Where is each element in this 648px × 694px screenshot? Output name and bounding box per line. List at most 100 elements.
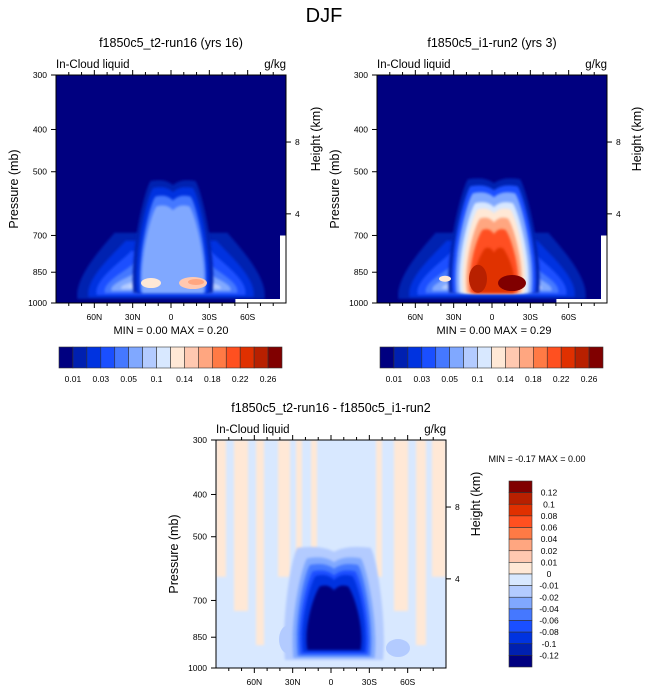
colorbar-label: 0.08 [541,511,558,521]
colorbar-swatch [58,346,74,369]
colorbar-label: -0.06 [539,616,559,626]
colorbar-label: 0.01 [386,374,403,384]
colorbar-swatch [435,346,450,369]
colorbar-swatch [508,608,533,621]
colorbar-label: 0.03 [414,374,431,384]
colorbar-swatch [508,562,533,575]
y-tick-label: 850 [33,267,47,277]
x-tick-label: 0 [169,312,174,322]
colorbar-label: 0 [547,569,552,579]
min-max-stats: MIN = -0.17 MAX = 0.00 [488,454,585,464]
colorbar-label: 0.14 [176,374,193,384]
x-tick-label: 30S [523,312,538,322]
colorbar-swatch [508,503,533,517]
colorbar-label: 0.26 [581,374,598,384]
x-tick-label: 30N [285,677,301,687]
colorbar-swatch [212,346,227,369]
colorbar-label: 0.1 [151,374,163,384]
colorbar-label: 0.18 [525,374,542,384]
colorbar-swatch [560,346,576,369]
y-tick-label: 400 [193,489,207,499]
colorbar-swatch [508,643,533,656]
y-tick-label: 500 [193,532,207,542]
x-tick-label: 30N [446,312,462,322]
colorbar-swatch [184,346,199,369]
min-max-stats: MIN = 0.00 MAX = 0.20 [114,325,229,337]
x-tick-label: 60N [247,677,263,687]
colorbar-swatch [128,346,143,369]
units-label: g/kg [424,424,446,436]
min-max-stats: MIN = 0.00 MAX = 0.29 [437,325,552,337]
colorbar-label: 0.05 [120,374,137,384]
x-tick-label: 60N [408,312,424,322]
colorbar-1: MIN = 0.00 MAX = 0.20 0.01 0.03 0.05 0.1 0.14… [58,325,283,384]
y-tick-label: 400 [33,124,47,134]
panel-title: f1850c5_i1-run2 (yrs 3) [427,36,556,50]
positive-anomaly-streak [278,440,290,577]
colorbar-label: 0.01 [541,557,558,567]
colorbar-label: 0.05 [441,374,458,384]
colorbar-swatch [170,346,185,369]
colorbar-swatch [239,346,255,369]
colorbar-swatch [508,480,533,493]
colorbar-label: 0.1 [472,374,484,384]
y-right-axis-label: Height (km) [309,107,323,172]
positive-anomaly-streak [296,440,302,611]
positive-anomaly-streak [376,440,382,577]
colorbar-swatch [508,620,533,633]
y-tick-label: 300 [193,435,207,445]
colorbar-swatch [142,346,157,369]
colorbar-label: -0.01 [539,581,559,591]
colorbar-label: -0.04 [539,604,559,614]
colorbar-swatch [393,346,409,369]
colorbar-swatch [156,346,171,369]
y-right-tick-label: 4 [616,209,621,219]
x-tick-label: 0 [490,312,495,322]
y-axis-label: Pressure (mb) [328,149,342,228]
x-tick-label: 60S [240,312,255,322]
y-tick-label: 300 [354,70,368,80]
colorbar-swatch [114,346,129,369]
colorbar-label: 0.03 [93,374,110,384]
x-tick-label: 0 [329,677,334,687]
contour-level-5 [306,585,362,650]
colorbar-swatch [100,346,116,369]
panel-title: f1850c5_t2-run16 (yrs 16) [99,36,243,50]
colorbar-swatch [508,527,533,540]
missing-data-mask [235,235,286,303]
colorbar-swatch [86,346,102,369]
colorbar-label: 0.1 [543,499,555,509]
contour-field [377,75,607,303]
tower-level-3 [141,205,205,293]
x-tick-label: 60S [561,312,576,322]
y-tick-label: 700 [33,230,47,240]
maximum-core [469,264,487,293]
positive-anomaly-streak [256,440,264,646]
colorbar-swatch [253,346,269,369]
colorbar-swatch [588,346,604,369]
colorbar-swatch [574,346,590,369]
colorbar-label: 0.12 [541,488,558,498]
positive-anomaly-streak [234,440,248,611]
colorbar-label: 0.22 [553,374,570,384]
y-tick-label: 500 [33,167,47,177]
panel-title: f1850c5_t2-run16 - f1850c5_i1-run2 [231,401,430,415]
colorbar-swatch [72,346,88,369]
colorbar-label: 0.01 [65,374,82,384]
y-tick-label: 300 [33,70,47,80]
units-label: g/kg [264,59,286,71]
maximum-core [141,278,161,289]
y-right-tick-label: 8 [616,137,621,147]
colorbar-label: -0.12 [539,650,559,660]
colorbar-swatch [491,346,506,369]
anomaly-blob [386,639,410,658]
y-right-tick-label: 8 [295,137,300,147]
x-tick-label: 30N [125,312,141,322]
y-tick-label: 400 [354,124,368,134]
colorbar-3: 0.120.1 0.08 0.060.04 0.020.01 0 -0.01-0.02 -0… [488,454,586,668]
units-label: g/kg [585,59,607,71]
colorbar-swatch [508,515,533,528]
colorbar-label: 0.02 [541,546,558,556]
colorbar-swatch [508,631,533,645]
